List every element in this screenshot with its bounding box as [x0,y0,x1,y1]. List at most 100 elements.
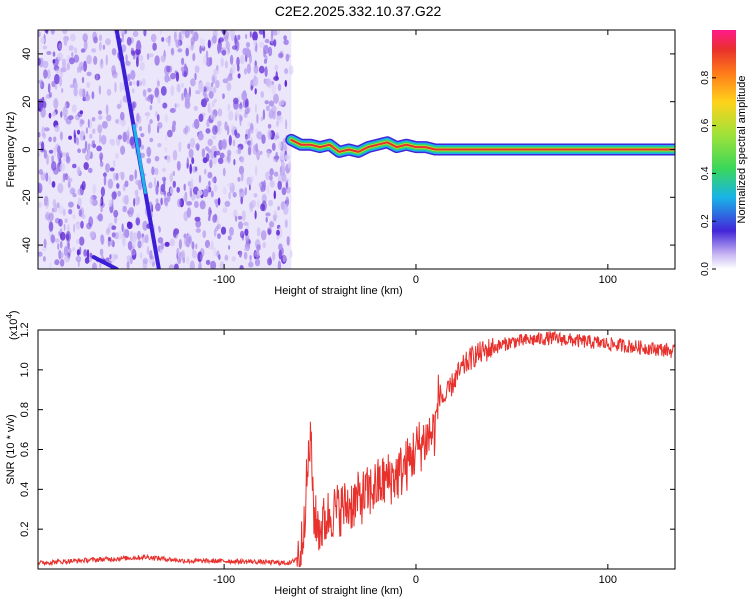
noise-speckle [186,255,190,265]
noise-speckle [160,184,166,193]
noise-speckle [76,129,81,135]
noise-speckle [64,218,68,223]
noise-speckle [93,36,98,44]
noise-speckle [229,226,234,236]
noise-speckle [101,121,108,129]
colorbar-tick-label: 0.6 [700,118,711,132]
noise-speckle [280,171,283,177]
noise-speckle [155,198,159,204]
noise-speckle [276,115,281,121]
noise-speckle [286,186,291,194]
noise-speckle [45,214,50,220]
noise-speckle [99,152,104,161]
noise-speckle [210,190,214,198]
x-tick-label: -100 [213,574,235,586]
noise-speckle [252,76,259,87]
noise-speckle [240,171,244,182]
noise-speckles [38,30,294,269]
noise-speckle [50,30,55,35]
noise-speckle [59,259,65,267]
noise-speckle [271,83,277,95]
noise-speckle [215,150,221,156]
noise-speckle [220,57,224,68]
noise-speckle [144,234,149,244]
noise-speckle [136,40,142,51]
noise-speckle [45,172,49,182]
noise-speckle [73,54,80,63]
noise-speckle [228,191,232,200]
noise-speckle [260,230,267,241]
noise-speckle [248,261,254,268]
noise-speckle [100,206,103,213]
noise-speckle [267,184,270,195]
noise-speckle [217,157,224,165]
noise-speckle [108,199,113,208]
noise-speckle [106,114,112,122]
noise-speckle [193,105,198,111]
noise-speckle [99,198,103,204]
noise-speckle [217,233,221,240]
noise-speckle [38,143,41,154]
noise-speckle [188,45,194,51]
noise-speckle [198,174,202,184]
noise-speckle [74,114,81,121]
noise-speckle [210,38,213,47]
noise-speckle [194,72,197,81]
noise-speckle [113,209,119,218]
noise-speckle [41,245,47,252]
noise-speckle [161,37,165,42]
noise-speckle [282,254,287,263]
noise-speckle [258,65,265,74]
noise-speckle [99,58,104,69]
noise-speckle [175,39,181,48]
noise-speckle [272,251,276,261]
noise-speckle [72,163,77,169]
noise-speckle [224,154,228,163]
noise-speckle [281,172,287,182]
x-tick-label: -100 [213,274,235,286]
noise-speckle [254,258,261,267]
noise-speckle [51,181,56,188]
noise-speckle [273,76,279,81]
noise-speckle [211,100,215,108]
spurious-line-highlight [132,124,147,195]
noise-speckle [169,172,174,183]
noise-speckle [115,119,119,124]
noise-speckle [139,61,145,71]
noise-speckle [95,73,99,81]
noise-speckle [274,135,280,140]
noise-speckle [44,96,47,103]
noise-speckle [232,191,237,198]
noise-speckle [66,233,70,241]
noise-speckle [56,202,60,209]
noise-speckle [110,139,115,147]
noise-speckle [57,242,60,251]
noise-speckle [217,108,223,117]
noise-speckle [100,134,107,145]
noise-speckle [80,119,85,125]
noise-speckle [91,91,95,100]
noise-speckle [222,186,227,195]
noise-speckle [147,88,152,93]
noise-speckle [119,171,125,177]
noise-speckle [124,228,130,239]
snr-panel: -100 0 100 0.2 0.4 0.6 0.8 1.0 1.2 Height of st… [5,310,676,597]
noise-speckle [38,152,41,157]
noise-speckle [142,220,148,231]
noise-speckle [266,150,271,159]
noise-speckle [234,110,240,120]
noise-speckle [218,254,221,261]
noise-speckle [126,134,130,145]
noise-speckle [264,100,269,105]
noise-speckle [105,163,111,173]
noise-speckle [46,51,52,55]
noise-speckle [201,148,206,158]
noise-speckle [186,201,193,206]
noise-speckle [38,57,41,66]
figure-title: C2E2.2025.332.10.37.G22 [275,3,442,19]
noise-speckle [116,183,120,189]
noise-speckle [243,247,250,252]
noise-speckle [189,260,195,269]
noise-speckle [289,249,293,259]
noise-speckle [216,125,222,135]
